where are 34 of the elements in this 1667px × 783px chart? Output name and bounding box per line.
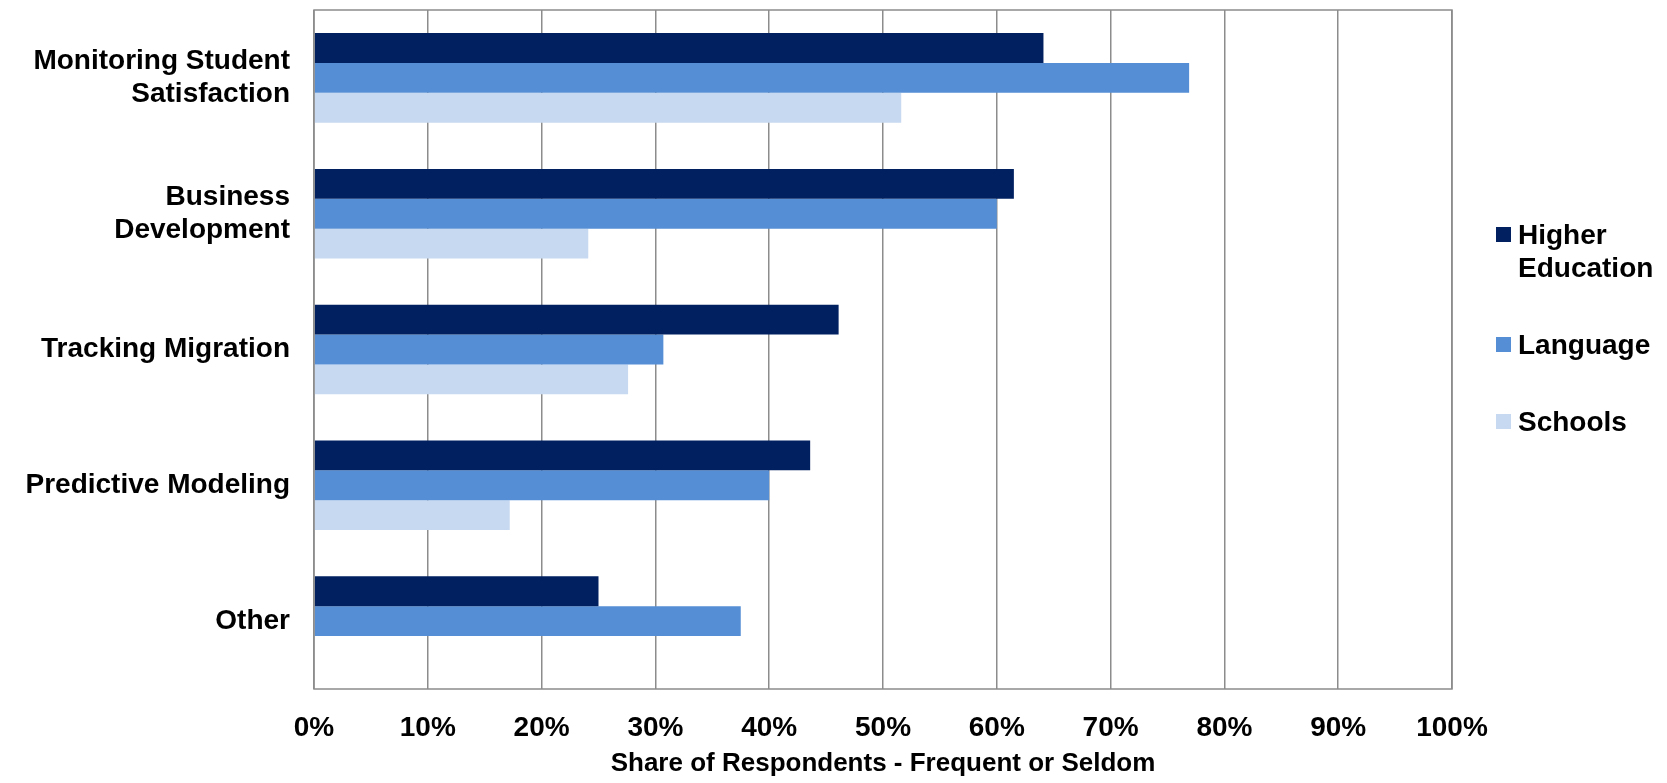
bar [314,304,839,335]
x-tick-label: 100% [1416,710,1488,742]
bar [314,500,510,531]
bar [314,198,997,229]
x-axis-title: Share of Respondents - Frequent or Seldom [610,746,1156,777]
x-tick-label: 90% [1310,710,1367,742]
bar [314,168,1014,199]
x-tick-label: 0% [293,710,335,742]
y-tick-label: Tracking Migration [41,332,290,364]
bar [314,228,589,259]
x-tick-label: 20% [513,710,570,742]
bar [314,470,770,501]
bar [314,92,902,123]
bar [314,576,599,607]
legend-label: Language [1518,327,1652,361]
x-tick-label: 40% [741,710,798,742]
legend-label: Higher Education [1518,217,1655,284]
x-tick-label: 10% [399,710,456,742]
legend-label: Schools [1518,404,1628,438]
x-tick-label: 80% [1196,710,1253,742]
bar [314,440,811,471]
y-tick-label: Business Development [114,179,290,245]
bar [314,364,629,395]
y-tick-label: Monitoring Student Satisfaction [33,43,290,109]
x-tick-label: 50% [854,710,912,742]
x-tick-label: 60% [968,710,1025,742]
y-tick-label: Other [215,603,291,635]
bar [314,62,1190,93]
bar [314,334,664,365]
x-tick-label: 30% [627,710,684,742]
bar [314,606,741,637]
x-tick-label: 70% [1082,710,1139,742]
bar [314,33,1044,63]
y-tick-label: Predictive Modeling [25,468,290,500]
